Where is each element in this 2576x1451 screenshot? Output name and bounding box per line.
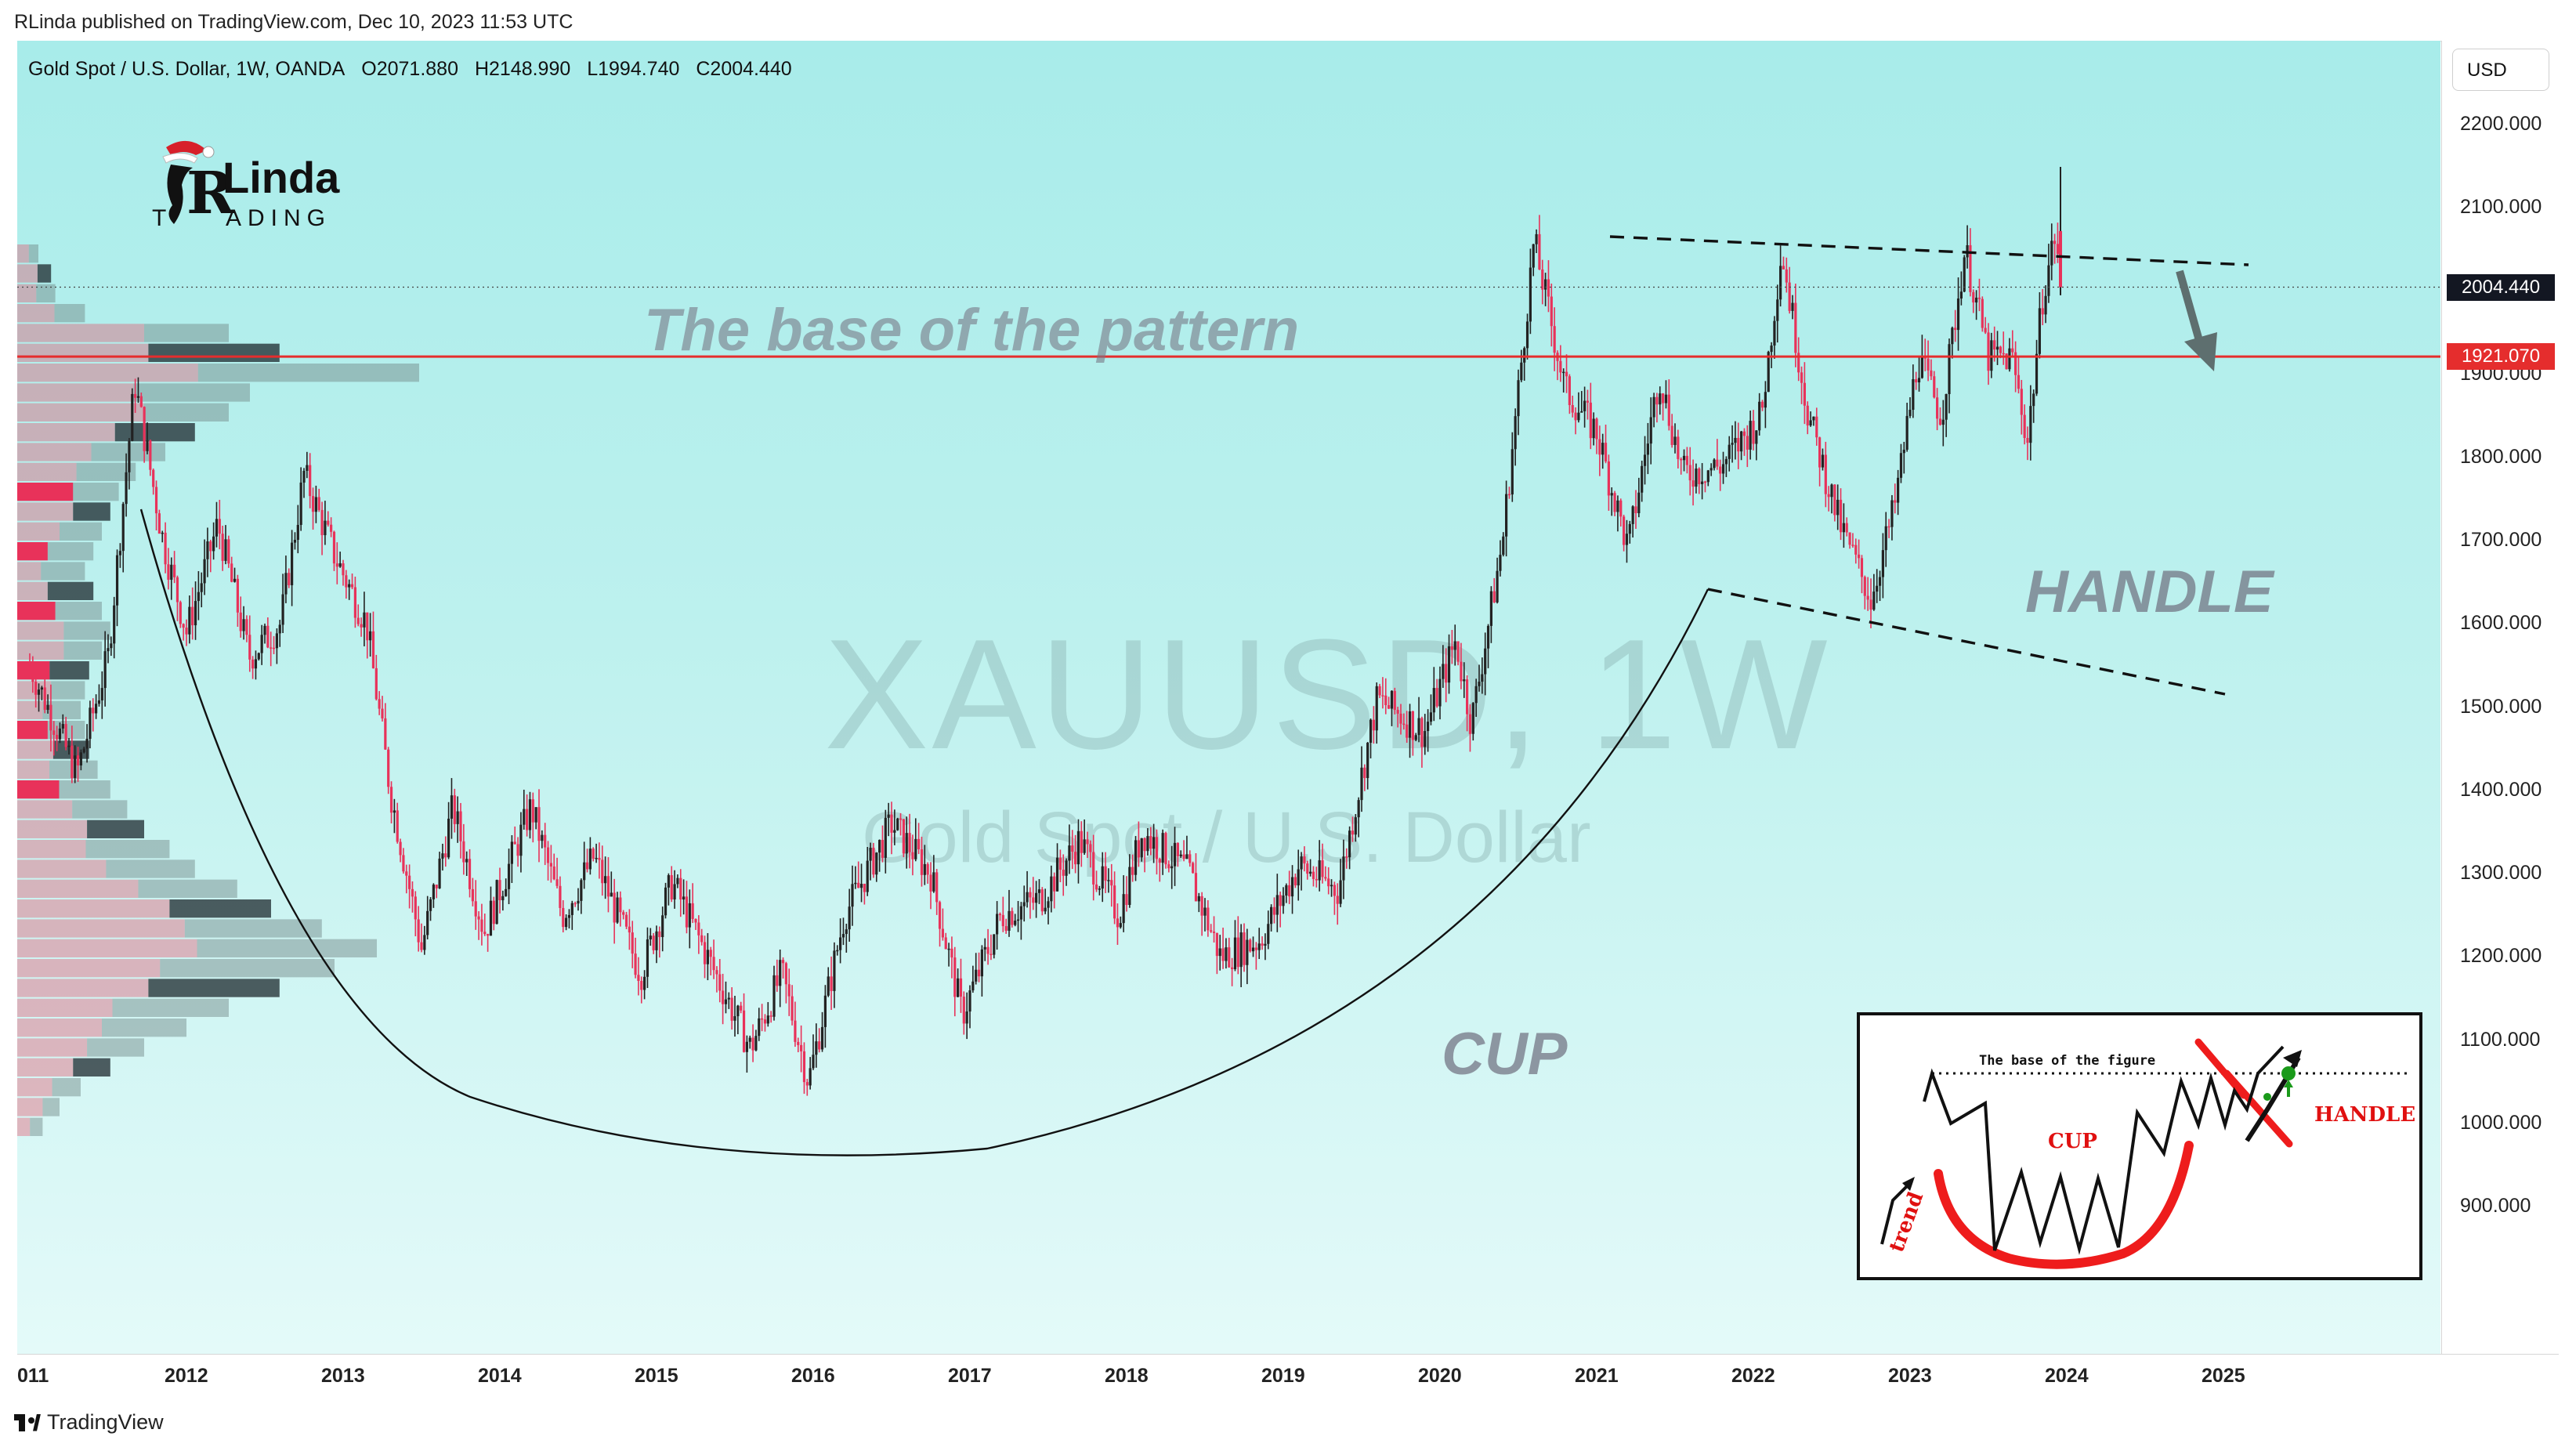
- y-tick-label: 1700.000: [2460, 529, 2542, 551]
- x-tick-label: 2022: [1731, 1365, 1775, 1387]
- rlinda-trading-logo: R Linda T ADING: [147, 138, 351, 240]
- x-tick-label: 2019: [1261, 1365, 1305, 1387]
- legend-low: L1994.740: [587, 58, 680, 80]
- logo-text-top: Linda: [223, 153, 340, 202]
- inset-base-label: The base of the figure: [1979, 1053, 2156, 1069]
- x-tick-label: 2025: [2202, 1365, 2245, 1387]
- x-tick-label: 2023: [1888, 1365, 1932, 1387]
- inset-handle-label: HANDLE: [2314, 1103, 2416, 1127]
- x-tick-label: 2015: [635, 1365, 678, 1387]
- cup-label: CUP: [1442, 1021, 1568, 1087]
- inset-cup-label: CUP: [2048, 1130, 2097, 1153]
- time-axis[interactable]: [17, 1354, 2559, 1399]
- logo-initial: R: [186, 160, 235, 227]
- tradingview-logo-icon: [14, 1413, 41, 1431]
- x-tick-label: 2017: [948, 1365, 992, 1387]
- y-tick-label: 1100.000: [2460, 1028, 2541, 1051]
- x-tick-label: 2020: [1418, 1365, 1462, 1387]
- x-tick-label: 2018: [1105, 1365, 1149, 1387]
- x-tick-label: 011: [17, 1365, 49, 1387]
- x-tick-label: 2024: [2045, 1365, 2089, 1387]
- y-tick-label: 2200.000: [2460, 112, 2542, 135]
- logo-text-bottom: ADING: [226, 205, 331, 231]
- legend-symbol: Gold Spot / U.S. Dollar, 1W, OANDA: [28, 58, 346, 80]
- y-tick-label: 1200.000: [2460, 945, 2542, 968]
- y-tick-label: 900.000: [2460, 1195, 2531, 1217]
- level-price-tag: 1921.070: [2447, 343, 2555, 371]
- y-tick-label: 1300.000: [2460, 862, 2542, 884]
- y-tick-label: 1500.000: [2460, 695, 2542, 718]
- tradingview-footer[interactable]: TradingView: [14, 1410, 164, 1435]
- currency-button[interactable]: USD: [2452, 49, 2549, 91]
- footer-brand: TradingView: [47, 1410, 164, 1434]
- y-tick-label: 1400.000: [2460, 778, 2542, 801]
- legend-high: H2148.990: [474, 58, 571, 80]
- symbol-legend[interactable]: Gold Spot / U.S. Dollar, 1W, OANDA O2071…: [28, 58, 803, 81]
- x-tick-label: 2013: [321, 1365, 365, 1387]
- x-tick-label: 2016: [791, 1365, 835, 1387]
- symbol-watermark: XAUUSD, 1W: [824, 607, 1831, 782]
- logo-letter: T: [152, 205, 166, 231]
- pattern-base-label: The base of the pattern: [644, 297, 1300, 364]
- y-tick-label: 1000.000: [2460, 1111, 2542, 1134]
- x-tick-label: 2021: [1575, 1365, 1619, 1387]
- legend-close: C2004.440: [696, 58, 792, 80]
- last-price-tag: 2004.440: [2447, 273, 2555, 301]
- x-tick-label: 2014: [478, 1365, 522, 1387]
- legend-open: O2071.880: [361, 58, 458, 80]
- pattern-schematic-inset: The base of the figure CUP HANDLE trend: [1857, 1012, 2422, 1280]
- handle-label: HANDLE: [2025, 559, 2274, 625]
- publication-header: RLinda published on TradingView.com, Dec…: [14, 11, 573, 33]
- y-tick-label: 1600.000: [2460, 612, 2542, 635]
- y-tick-label: 1800.000: [2460, 445, 2542, 468]
- y-tick-label: 2100.000: [2460, 196, 2542, 218]
- name-watermark: Gold Spot / U.S. Dollar: [862, 798, 1591, 877]
- x-tick-label: 2012: [165, 1365, 208, 1387]
- price-axis[interactable]: [2441, 41, 2560, 1354]
